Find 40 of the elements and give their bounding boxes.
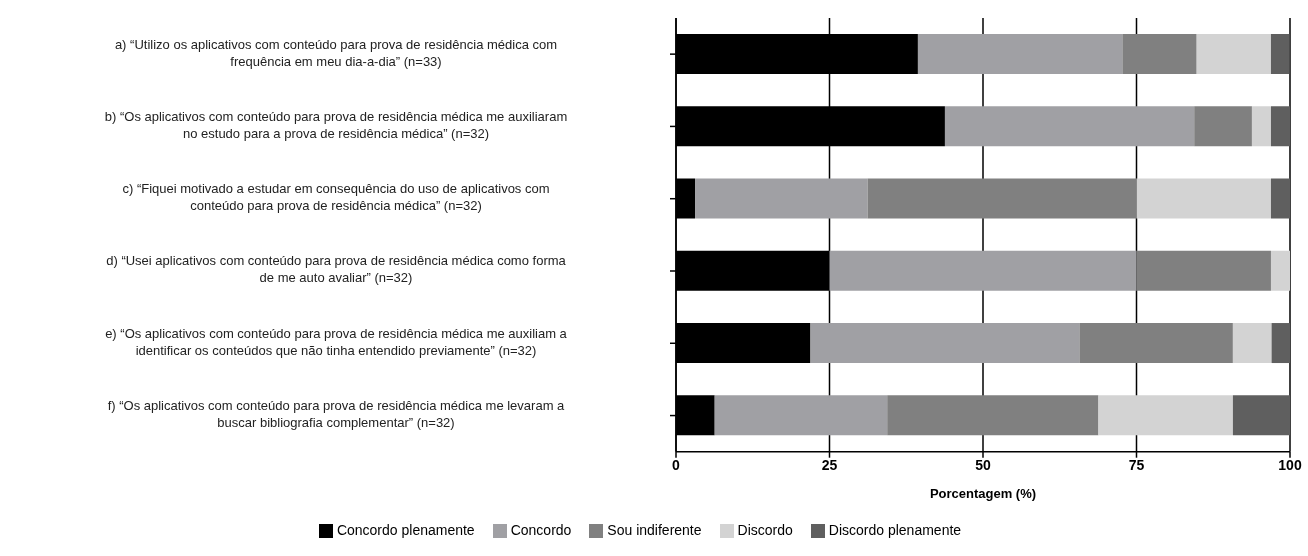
x-tick-label: 0 <box>672 456 681 473</box>
bar <box>1136 178 1271 219</box>
legend-label: Concordo plenamente <box>336 521 475 538</box>
x-tick-label: 25 <box>821 456 838 473</box>
bar <box>1251 106 1271 147</box>
bar <box>1136 250 1271 291</box>
bar <box>1196 33 1271 74</box>
bar <box>944 106 1195 147</box>
x-axis-title: Porcentagem (%) <box>929 485 1037 501</box>
bar <box>810 323 1080 364</box>
y-tick-label: d) “Usei aplicativos com conteúdo para prova de residência médica como forma de me auto avaliar” (n=32) <box>106 253 567 286</box>
legend-label: Concordo <box>510 521 572 538</box>
bar <box>695 178 868 219</box>
bar <box>1270 33 1290 74</box>
x-tick-label: 50 <box>975 456 991 473</box>
bar <box>1271 323 1290 364</box>
x-tick-label: 75 <box>1128 456 1145 473</box>
legend-label: Sou indiferente <box>607 521 702 538</box>
y-tick-label: b) “Os aplicativos com conteúdo para prova de residência médica me auxiliaram no estudo para a prova de residência médica” (n=32) <box>104 109 568 142</box>
bar <box>867 178 1137 219</box>
bar <box>1098 395 1233 436</box>
bar <box>829 250 1137 291</box>
bar <box>1270 106 1290 147</box>
legend-label: Discordo <box>737 521 793 538</box>
x-tick-label: 100 <box>1278 456 1302 473</box>
y-tick-label: f) “Os aplicativos com conteúdo para prova de residência médica me levaram a buscar bibliografia complementar” (n=32) <box>107 398 566 431</box>
bar <box>1232 395 1290 436</box>
bar <box>887 395 1099 436</box>
y-tick-label: c) “Fiquei motivado a estudar em consequência do uso de aplicativos com conteúdo para prova de residência médica” (n=32) <box>122 181 550 214</box>
bar <box>1194 106 1252 147</box>
y-tick-label: a) “Utilizo os aplicativos com conteúdo para prova de residência médica com frequência em meu dia-a-dia” (n=33) <box>114 37 558 70</box>
bar <box>1270 178 1290 219</box>
bar <box>917 33 1123 74</box>
y-tick-label: e) “Os aplicativos com conteúdo para prova de residência médica me auxiliam a identificar os conteúdos que não tinha entendido previamente” (n=32) <box>105 326 568 359</box>
bar <box>1122 33 1197 74</box>
bar <box>1270 250 1290 291</box>
bar <box>1232 323 1272 364</box>
bar <box>714 395 888 436</box>
bar <box>1079 323 1233 364</box>
legend-label: Discordo plenamente <box>828 521 962 538</box>
